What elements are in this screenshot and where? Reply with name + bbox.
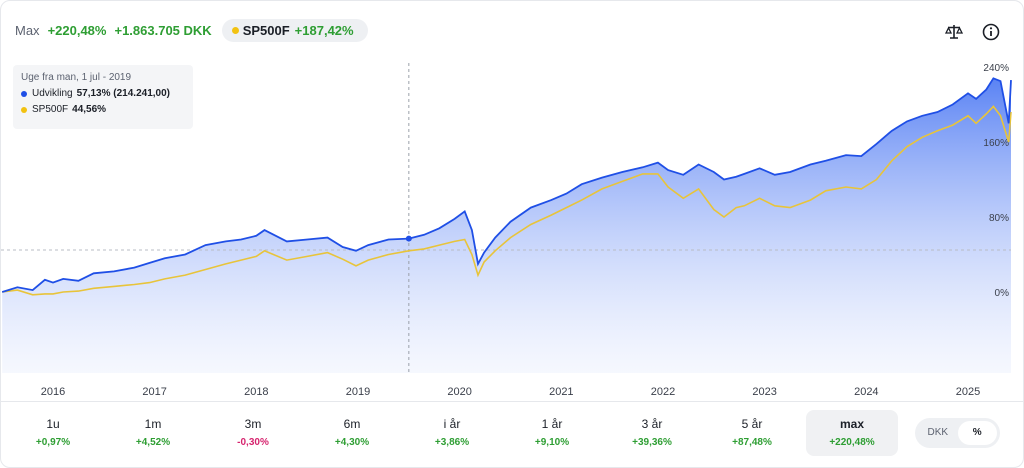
tab-label: 1m — [144, 417, 162, 431]
tab-max[interactable]: max +220,48% — [806, 410, 898, 456]
benchmark-dot — [21, 106, 27, 113]
y-tick-label: 240% — [983, 63, 1009, 74]
tab-change: +3,86% — [434, 437, 470, 448]
tab-i-aar[interactable]: i år +3,86% — [406, 410, 498, 456]
summary-header: Max +220,48% +1.863.705 DKK SP500F +187,… — [15, 19, 368, 42]
return-amount: +1.863.705 DKK — [114, 23, 212, 38]
toggle-percent[interactable]: % — [957, 421, 997, 445]
tab-label: 6m — [343, 417, 361, 431]
tab-change: +4,52% — [135, 437, 171, 448]
tab-label: max — [839, 417, 865, 431]
y-tick-label: 80% — [989, 213, 1009, 224]
tab-change: +9,10% — [534, 437, 570, 448]
x-tick-label: 2022 — [651, 386, 675, 398]
x-tick-label: 2023 — [752, 386, 776, 398]
tab-3-aar[interactable]: 3 år +39,36% — [606, 410, 698, 456]
x-tick-label: 2025 — [956, 386, 980, 398]
portfolio-line — [1, 77, 1012, 293]
tooltip-series2-value: 44,56% — [72, 104, 107, 115]
tab-6m[interactable]: 6m +4,30% — [306, 410, 398, 456]
x-tick-label: 2019 — [346, 386, 370, 398]
tab-label: 3 år — [641, 417, 663, 431]
benchmark-line — [2, 105, 1012, 296]
tab-label: 1 år — [541, 417, 563, 431]
period-label: Max — [15, 23, 40, 38]
tab-5-aar[interactable]: 5 år +87,48% — [706, 410, 798, 456]
hover-tooltip: Uge fra man, 1 jul - 2019 Udvikling 57,1… — [13, 65, 193, 129]
tooltip-series2-label: SP500F — [32, 104, 69, 115]
portfolio-area — [2, 78, 1011, 374]
toggle-dkk[interactable]: DKK — [927, 427, 949, 438]
y-axis: 0% 80% 160% 240% — [983, 63, 1009, 299]
benchmark-pill[interactable]: SP500F +187,42% — [221, 19, 368, 42]
tooltip-row-benchmark: SP500F 44,56% — [21, 104, 185, 115]
tooltip-series1-label: Udvikling — [32, 88, 73, 99]
tab-label: i år — [443, 417, 461, 431]
period-tabs: 1u +0,97% 1m +4,52% 3m -0,30% 6m +4,30% … — [1, 401, 1023, 467]
x-tick-label: 2018 — [244, 386, 268, 398]
hover-point — [405, 235, 412, 242]
x-tick-label: 2021 — [549, 386, 573, 398]
portfolio-dot — [21, 90, 27, 97]
x-tick-label: 2024 — [854, 386, 878, 398]
y-tick-label: 0% — [995, 288, 1010, 299]
tab-change: +39,36% — [632, 437, 672, 448]
performance-chart: 0%80%160%240% 2016 2017 2018 2019 2020 2021 20… — [1, 63, 1012, 398]
tab-label: 3m — [244, 417, 262, 431]
benchmark-name: SP500F — [242, 23, 290, 38]
tooltip-row-portfolio: Udvikling 57,13% (214.241,00) — [21, 88, 185, 99]
benchmark-percent: +187,42% — [294, 23, 354, 38]
tab-label: 5 år — [741, 417, 763, 431]
tab-1u[interactable]: 1u +0,97% — [7, 410, 99, 456]
tab-change: +4,30% — [334, 437, 370, 448]
tab-1-aar[interactable]: 1 år +9,10% — [506, 410, 598, 456]
info-icon[interactable] — [980, 21, 1002, 43]
return-percent: +220,48% — [47, 23, 107, 38]
tab-label: 1u — [46, 417, 60, 431]
tooltip-series1-value: 57,13% (214.241,00) — [76, 88, 170, 99]
tab-change: -0,30% — [237, 437, 269, 448]
unit-toggle: DKK % — [915, 418, 1000, 448]
tab-3m[interactable]: 3m -0,30% — [207, 410, 299, 456]
y-tick-label: 160% — [983, 138, 1009, 149]
benchmark-dot — [231, 27, 239, 34]
tooltip-date: Uge fra man, 1 jul - 2019 — [21, 72, 132, 83]
scale-icon[interactable] — [943, 21, 965, 43]
x-tick-label: 2020 — [447, 386, 471, 398]
tab-1m[interactable]: 1m +4,52% — [107, 410, 199, 456]
x-tick-label: 2016 — [41, 386, 65, 398]
tab-change: +0,97% — [35, 437, 71, 448]
tab-change: +220,48% — [829, 437, 875, 448]
x-tick-label: 2017 — [142, 386, 166, 398]
tab-change: +87,48% — [732, 437, 772, 448]
x-axis: 2016 2017 2018 2019 2020 2021 2022 2023 2024 2025 — [41, 386, 980, 398]
